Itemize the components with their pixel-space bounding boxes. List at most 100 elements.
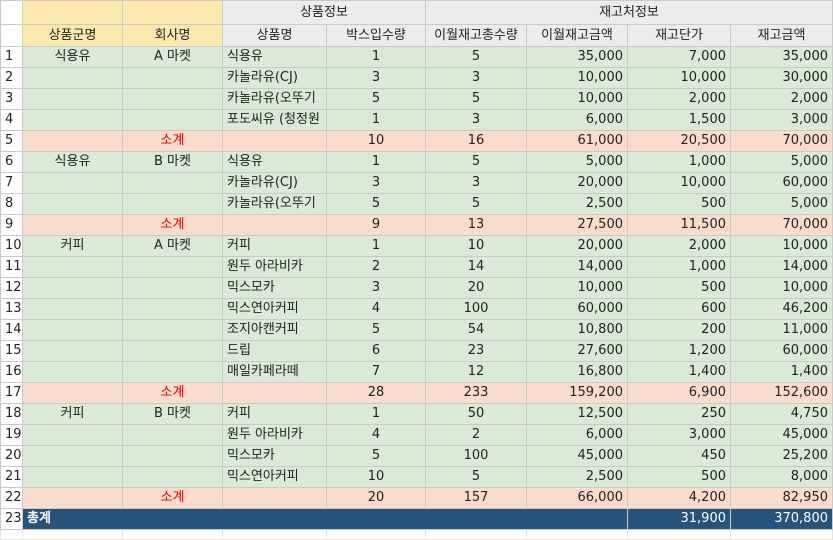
cell-box-qty[interactable]: 2 xyxy=(326,256,426,278)
row-number[interactable]: 9 xyxy=(0,214,23,236)
cell-carry-total-qty[interactable]: 10 xyxy=(425,235,527,257)
cell-box-qty[interactable]: 5 xyxy=(326,319,426,341)
cell-company[interactable] xyxy=(122,466,223,488)
cell-product-group[interactable] xyxy=(22,445,123,467)
cell-stock-amount[interactable]: 10,000 xyxy=(730,235,833,257)
cell-stock-amount[interactable]: 25,200 xyxy=(730,445,833,467)
cell-carry-amount[interactable]: 5,000 xyxy=(526,151,628,173)
cell-carry-amount[interactable]: 27,500 xyxy=(526,214,628,236)
cell-stock-amount[interactable]: 1,400 xyxy=(730,361,833,383)
cell-carry-total-qty[interactable]: 100 xyxy=(425,445,527,467)
cell-carry-amount[interactable]: 60,000 xyxy=(526,298,628,320)
cell-company[interactable]: A 마켓 xyxy=(122,235,223,257)
cell-product-name[interactable]: 카놀라유(오뚜기 xyxy=(222,88,327,110)
row-number[interactable]: 4 xyxy=(0,109,23,131)
cell-box-qty[interactable]: 7 xyxy=(326,361,426,383)
row-number[interactable]: 18 xyxy=(0,403,23,425)
cell-stock-amount[interactable]: 60,000 xyxy=(730,340,833,362)
cell-box-qty[interactable]: 3 xyxy=(326,172,426,194)
cell-product-group[interactable] xyxy=(22,361,123,383)
cell-unit-price[interactable]: 500 xyxy=(627,193,731,215)
cell-carry-amount[interactable]: 10,000 xyxy=(526,67,628,89)
cell-carry-total-qty[interactable]: 5 xyxy=(425,193,527,215)
cell-company[interactable]: A 마켓 xyxy=(122,46,223,68)
cell-carry-total-qty[interactable]: 12 xyxy=(425,361,527,383)
row-number[interactable]: 7 xyxy=(0,172,23,194)
cell-carry-total-qty[interactable]: 16 xyxy=(425,130,527,152)
header-product-group[interactable]: 상품군명 xyxy=(22,24,123,47)
header-unit-price[interactable]: 재고단가 xyxy=(627,24,731,47)
cell-company[interactable]: 소계 xyxy=(122,382,223,404)
cell-unit-price[interactable]: 500 xyxy=(627,277,731,299)
row-number[interactable]: 3 xyxy=(0,88,23,110)
cell-carry-total-qty[interactable]: 100 xyxy=(425,298,527,320)
cell-box-qty[interactable]: 5 xyxy=(326,88,426,110)
header-company[interactable]: 회사명 xyxy=(122,24,223,47)
cell-product-group[interactable]: 식용유 xyxy=(22,46,123,68)
cell-product-group[interactable] xyxy=(22,382,123,404)
cell-stock-amount[interactable]: 60,000 xyxy=(730,172,833,194)
header-cell[interactable] xyxy=(122,0,223,25)
row-number-header[interactable] xyxy=(0,24,23,47)
row-number[interactable]: 15 xyxy=(0,340,23,362)
cell-unit-price[interactable]: 2,000 xyxy=(627,88,731,110)
cell-product-group[interactable] xyxy=(22,424,123,446)
cell-unit-price[interactable]: 1,400 xyxy=(627,361,731,383)
cell-carry-amount[interactable]: 10,800 xyxy=(526,319,628,341)
cell-unit-price[interactable]: 600 xyxy=(627,298,731,320)
cell-unit-price[interactable]: 1,500 xyxy=(627,109,731,131)
cell-product-name[interactable]: 포도씨유 (청정원 xyxy=(222,109,327,131)
cell-product-name[interactable]: 조지아캔커피 xyxy=(222,319,327,341)
header-carry-amount[interactable]: 이월재고금액 xyxy=(526,24,628,47)
cell-product-group[interactable] xyxy=(22,277,123,299)
cell-carry-amount[interactable]: 6,000 xyxy=(526,109,628,131)
cell-carry-total-qty[interactable]: 20 xyxy=(425,277,527,299)
cell-product-name[interactable]: 믹스모카 xyxy=(222,277,327,299)
cell-product-name[interactable] xyxy=(222,382,327,404)
cell-company[interactable] xyxy=(122,193,223,215)
empty-cell[interactable] xyxy=(122,529,223,540)
cell-box-qty[interactable]: 10 xyxy=(326,130,426,152)
cell-carry-total-qty[interactable]: 233 xyxy=(425,382,527,404)
cell-box-qty[interactable]: 4 xyxy=(326,424,426,446)
cell-stock-amount[interactable]: 5,000 xyxy=(730,151,833,173)
cell-unit-price[interactable]: 3,000 xyxy=(627,424,731,446)
cell-product-name[interactable]: 카놀라유(CJ) xyxy=(222,67,327,89)
cell-carry-amount[interactable]: 16,800 xyxy=(526,361,628,383)
cell-unit-price[interactable]: 1,000 xyxy=(627,256,731,278)
cell-stock-amount[interactable]: 70,000 xyxy=(730,214,833,236)
cell-carry-amount[interactable]: 61,000 xyxy=(526,130,628,152)
cell-product-name[interactable] xyxy=(222,130,327,152)
cell-carry-amount[interactable]: 35,000 xyxy=(526,46,628,68)
cell-company[interactable] xyxy=(122,88,223,110)
cell-unit-price[interactable]: 250 xyxy=(627,403,731,425)
cell-box-qty[interactable]: 5 xyxy=(326,445,426,467)
cell-product-name[interactable]: 믹스연아커피 xyxy=(222,466,327,488)
cell-stock-amount[interactable]: 45,000 xyxy=(730,424,833,446)
cell-stock-amount[interactable]: 46,200 xyxy=(730,298,833,320)
header-carry-total-qty[interactable]: 이월재고총수량 xyxy=(425,24,527,47)
row-number[interactable]: 21 xyxy=(0,466,23,488)
cell-carry-amount[interactable]: 10,000 xyxy=(526,88,628,110)
empty-cell[interactable] xyxy=(730,529,833,540)
row-number[interactable]: 19 xyxy=(0,424,23,446)
cell-product-group[interactable] xyxy=(22,88,123,110)
cell-product-name[interactable]: 드립 xyxy=(222,340,327,362)
empty-cell[interactable] xyxy=(22,529,123,540)
cell-company[interactable] xyxy=(122,172,223,194)
cell-company[interactable] xyxy=(122,319,223,341)
cell-carry-total-qty[interactable]: 157 xyxy=(425,487,527,509)
cell-box-qty[interactable]: 1 xyxy=(326,46,426,68)
cell-company[interactable] xyxy=(122,256,223,278)
total-stock-amount[interactable]: 370,800 xyxy=(730,508,833,530)
cell-company[interactable]: 소계 xyxy=(122,487,223,509)
cell-company[interactable] xyxy=(122,109,223,131)
row-number[interactable]: 13 xyxy=(0,298,23,320)
row-number-header[interactable] xyxy=(0,0,23,25)
cell-unit-price[interactable]: 6,900 xyxy=(627,382,731,404)
cell-product-name[interactable]: 식용유 xyxy=(222,151,327,173)
cell-product-group[interactable] xyxy=(22,319,123,341)
total-label[interactable]: 총계 xyxy=(22,508,628,530)
total-unit-price[interactable]: 31,900 xyxy=(627,508,731,530)
row-number[interactable]: 17 xyxy=(0,382,23,404)
